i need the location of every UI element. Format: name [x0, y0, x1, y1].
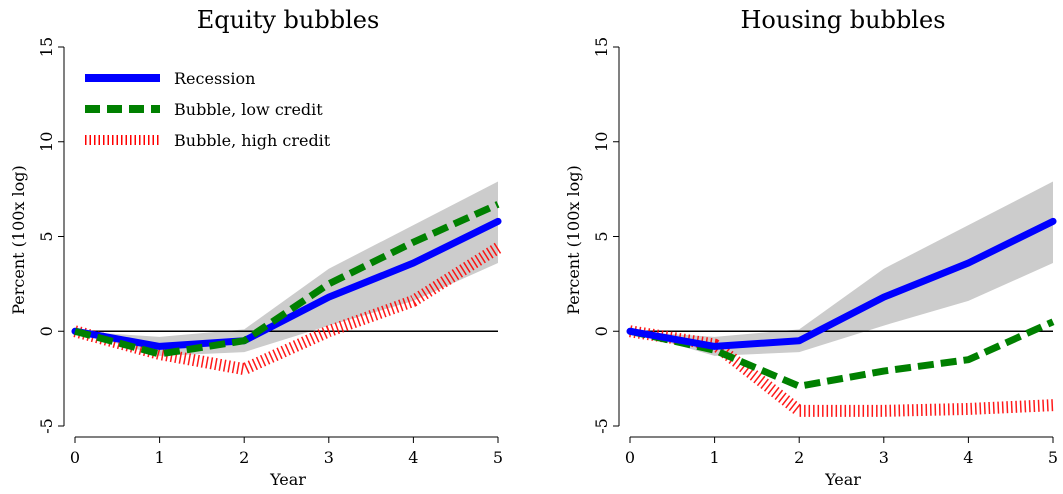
x-tick-label: 5: [493, 448, 503, 467]
series-line-bubble-high-credit: [629, 325, 1054, 417]
x-tick-label: 0: [70, 448, 80, 467]
legend-label: Recession: [174, 69, 255, 88]
chart-title: Equity bubbles: [197, 6, 380, 34]
x-tick-label: 1: [710, 448, 720, 467]
y-tick-label: 10: [592, 132, 611, 152]
legend-label: Bubble, low credit: [174, 100, 323, 119]
y-axis-label: Percent (100x log): [564, 165, 583, 315]
y-tick-label: -5: [37, 418, 56, 434]
x-axis-label: Year: [824, 470, 861, 489]
confidence-band: [630, 181, 1053, 356]
x-tick-label: 4: [963, 448, 973, 467]
x-tick-label: 0: [625, 448, 635, 467]
x-tick-label: 5: [1048, 448, 1058, 467]
series-line-bubble-low-credit: [74, 201, 500, 358]
x-tick-label: 4: [408, 448, 418, 467]
y-tick-label: 10: [37, 132, 56, 152]
x-tick-label: 2: [794, 448, 804, 467]
x-tick-label: 3: [879, 448, 889, 467]
y-tick-label: 0: [592, 326, 611, 336]
y-axis-label: Percent (100x log): [9, 165, 28, 315]
chart-title: Housing bubbles: [740, 6, 945, 34]
y-tick-label: -5: [592, 418, 611, 434]
y-tick-label: 0: [37, 326, 56, 336]
x-tick-label: 1: [155, 448, 165, 467]
y-tick-label: 5: [37, 231, 56, 241]
legend-label: Bubble, high credit: [174, 131, 331, 150]
x-tick-label: 3: [324, 448, 334, 467]
series-line-recession: [626, 217, 1057, 350]
series-line-recession: [71, 217, 502, 350]
confidence-band: [75, 181, 498, 356]
x-tick-label: 2: [239, 448, 249, 467]
x-axis-label: Year: [269, 470, 306, 489]
y-tick-label: 15: [592, 37, 611, 57]
y-tick-label: 5: [592, 231, 611, 241]
y-tick-label: 15: [37, 37, 56, 57]
